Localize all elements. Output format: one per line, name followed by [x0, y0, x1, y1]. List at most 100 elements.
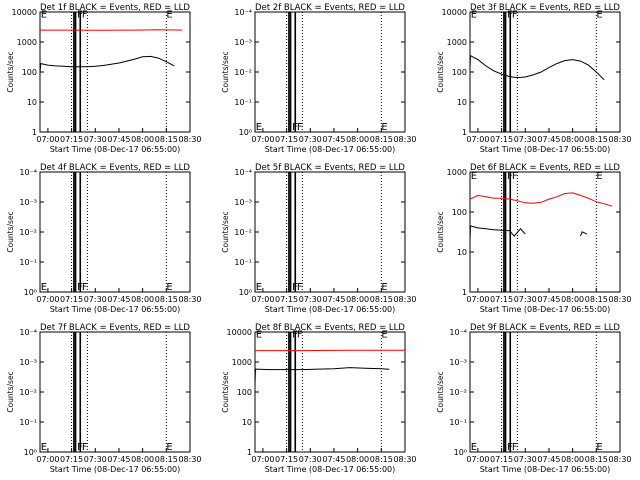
- x-tick-label: 08:15: [585, 295, 608, 304]
- flag-marker-e: E: [166, 442, 172, 453]
- y-tick-label: 1: [462, 128, 467, 137]
- y-tick-label: 1: [462, 288, 467, 297]
- flag-marker-f: F: [77, 9, 83, 20]
- x-tick-label: 08:30: [608, 455, 631, 464]
- plot-frame: [254, 11, 406, 133]
- x-tick-label: 07:15: [60, 455, 83, 464]
- flag-box: [290, 11, 296, 133]
- x-tick-label: 07:00: [466, 455, 489, 464]
- y-tick-label: 10⁰: [24, 288, 37, 297]
- x-tick-label: 08:30: [178, 455, 201, 464]
- flag-box: [290, 171, 296, 293]
- flag-marker-e: E: [381, 282, 387, 293]
- flag-marker-e: E: [41, 282, 47, 293]
- flag-marker-e: E: [41, 442, 47, 453]
- flag-marker-f: F: [292, 282, 298, 293]
- x-axis-label: Start Time (08-Dec-17 06:55:00): [50, 465, 181, 474]
- y-axis-label: Counts/sec: [6, 51, 15, 92]
- x-tick-label: 08:30: [178, 135, 201, 144]
- plot-title: Det 6f BLACK = Events, RED = LLD: [470, 163, 620, 173]
- x-tick-label: 08:00: [131, 455, 154, 464]
- series-lld: [469, 192, 613, 207]
- y-axis-label: Counts/sec: [436, 211, 445, 252]
- x-tick-label: 07:30: [514, 135, 537, 144]
- plot-title: Det 9f BLACK = Events, RED = LLD: [470, 323, 620, 333]
- series-events: [254, 367, 390, 385]
- series-events: [39, 55, 175, 73]
- detector-plot-6: Det 6f BLACK = Events, RED = LLD 1 10 100 10…: [436, 163, 632, 314]
- y-tick-label: 10⁻⁴: [234, 168, 252, 177]
- x-tick-label: 08:15: [370, 295, 393, 304]
- y-tick-label: 100: [22, 68, 37, 77]
- x-axis-label: Start Time (08-Dec-17 06:55:00): [265, 305, 396, 314]
- x-tick-label: 07:45: [322, 455, 345, 464]
- y-tick-label: 10⁻⁴: [234, 8, 252, 17]
- y-tick-label: 10000: [12, 8, 37, 17]
- y-tick-label: 100: [237, 388, 252, 397]
- x-tick-label: 07:00: [251, 455, 274, 464]
- x-tick-label: 07:30: [84, 135, 107, 144]
- flag-marker-f: F: [512, 171, 518, 182]
- x-tick-label: 07:15: [275, 295, 298, 304]
- flag-marker-f: F: [297, 329, 303, 340]
- x-tick-label: 07:15: [60, 295, 83, 304]
- plot-frame: [254, 171, 406, 293]
- x-tick-label: 07:45: [537, 135, 560, 144]
- flag-marker-e: E: [256, 329, 262, 340]
- x-tick-label: 08:15: [155, 135, 178, 144]
- x-tick-label: 07:45: [107, 135, 130, 144]
- detector-plot-2: Det 2f BLACK = Events, RED = LLD 10⁰ 10⁻¹ 1…: [221, 3, 417, 154]
- x-tick-label: 08:30: [608, 295, 631, 304]
- y-tick-label: 10⁻¹: [19, 258, 37, 267]
- x-tick-label: 08:30: [393, 455, 416, 464]
- flag-marker-f: F: [292, 122, 298, 133]
- y-tick-label: 1: [247, 448, 252, 457]
- x-tick-label: 07:00: [251, 135, 274, 144]
- x-tick-label: 07:45: [322, 295, 345, 304]
- x-tick-label: 07:00: [251, 295, 274, 304]
- detector-plot-8: Det 8f BLACK = Events, RED = LLD 1 10 100 10…: [221, 323, 417, 474]
- x-tick-label: 07:00: [466, 135, 489, 144]
- plot-frame: [39, 331, 191, 453]
- flag-marker-f: F: [507, 9, 513, 20]
- x-tick-label: 07:45: [107, 455, 130, 464]
- y-axis-label: Counts/sec: [436, 371, 445, 412]
- x-tick-label: 07:45: [322, 135, 345, 144]
- x-tick-label: 07:15: [275, 455, 298, 464]
- y-tick-label: 10000: [442, 8, 467, 17]
- y-axis-label: Counts/sec: [221, 211, 230, 252]
- series-events: [469, 225, 526, 241]
- x-tick-label: 07:30: [514, 295, 537, 304]
- plot-title: Det 1f BLACK = Events, RED = LLD: [40, 3, 190, 13]
- x-axis-label: Start Time (08-Dec-17 06:55:00): [50, 145, 181, 154]
- y-tick-label: 10⁻⁴: [19, 168, 37, 177]
- x-tick-label: 08:00: [561, 135, 584, 144]
- x-tick-label: 07:30: [299, 455, 322, 464]
- flag-marker-e: E: [471, 9, 477, 20]
- x-tick-label: 07:45: [107, 295, 130, 304]
- detector-plot-1: Det 1f BLACK = Events, RED = LLD 1 10 100 10…: [6, 3, 202, 154]
- flag-marker-f: F: [507, 442, 513, 453]
- plot-frame: [39, 171, 191, 293]
- y-tick-label: 10: [27, 98, 37, 107]
- y-tick-label: 10⁻¹: [449, 418, 467, 427]
- y-tick-label: 10⁰: [239, 128, 252, 137]
- plot-frame: [469, 11, 621, 133]
- x-tick-label: 08:00: [131, 135, 154, 144]
- flag-marker-f: F: [82, 442, 88, 453]
- y-tick-label: 1000: [232, 358, 252, 367]
- flag-marker-e: E: [41, 9, 47, 20]
- x-tick-label: 08:00: [346, 295, 369, 304]
- y-tick-label: 10⁻¹: [19, 418, 37, 427]
- x-tick-label: 07:30: [299, 135, 322, 144]
- y-tick-label: 10⁻²: [234, 68, 252, 77]
- x-tick-label: 07:15: [275, 135, 298, 144]
- x-tick-label: 07:00: [36, 295, 59, 304]
- x-tick-label: 08:15: [585, 455, 608, 464]
- y-tick-label: 10: [457, 98, 467, 107]
- flag-box: [75, 331, 81, 453]
- plot-title: Det 5f BLACK = Events, RED = LLD: [255, 163, 405, 173]
- y-tick-label: 10⁻²: [234, 228, 252, 237]
- flag-box: [505, 11, 511, 133]
